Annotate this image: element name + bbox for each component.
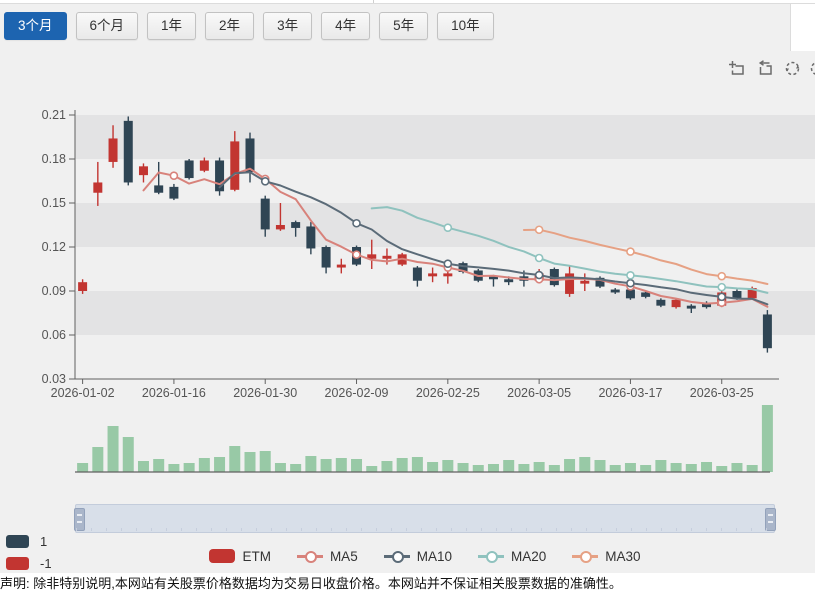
range-button-3个月[interactable]: 3个月 xyxy=(4,12,67,40)
volume-bars xyxy=(75,405,773,473)
legend-label: MA30 xyxy=(605,548,641,564)
range-button-10年[interactable]: 10年 xyxy=(437,12,494,40)
ma-line-MA30 xyxy=(522,225,769,285)
signal-swatch xyxy=(6,535,29,548)
x-axis-label: 2026-01-02 xyxy=(51,386,115,400)
chart-toolbox xyxy=(728,60,801,77)
range-button-6个月[interactable]: 6个月 xyxy=(75,12,139,40)
x-axis-label: 2026-02-09 xyxy=(325,386,389,400)
range-button-3年[interactable]: 3年 xyxy=(263,12,313,40)
top-right-panel xyxy=(790,4,815,51)
range-button-5年[interactable]: 5年 xyxy=(379,12,429,40)
y-axis-label: 0.09 xyxy=(42,284,66,298)
restore-icon[interactable] xyxy=(784,60,801,77)
legend-swatch xyxy=(209,549,236,563)
background-bands xyxy=(75,115,815,335)
legend-line-marker xyxy=(296,549,323,563)
signal-legend: 1 -1 xyxy=(6,534,52,578)
legend-label: MA10 xyxy=(416,548,452,564)
y-axis-label: 0.18 xyxy=(42,152,66,166)
time-range-buttons: 3个月 6个月 1年 2年 3年 4年 5年 10年 xyxy=(4,12,494,40)
clipped-tool-icon[interactable] xyxy=(809,60,815,77)
legend-line-marker xyxy=(477,549,504,563)
signal-label: 1 xyxy=(40,534,48,549)
legend-label: ETM xyxy=(242,548,271,564)
x-axis-label: 2026-01-16 xyxy=(142,386,206,400)
datazoom-handle-right[interactable] xyxy=(765,508,776,531)
top-divider xyxy=(373,0,374,3)
legend-line-marker xyxy=(572,549,599,563)
area-zoom-icon[interactable] xyxy=(728,60,745,77)
datazoom-slider[interactable] xyxy=(74,504,776,533)
legend-item-MA30[interactable]: MA30 xyxy=(572,548,641,564)
series-legend: ETM MA5 MA10 MA20 MA30 xyxy=(75,545,775,567)
y-axis-label: 0.03 xyxy=(42,372,66,386)
ma-line-MA20 xyxy=(370,206,769,294)
legend-item-MA20[interactable]: MA20 xyxy=(477,548,547,564)
candles xyxy=(78,116,772,353)
legend-item-MA5[interactable]: MA5 xyxy=(296,548,358,564)
signal-label: -1 xyxy=(40,556,52,571)
range-button-4年[interactable]: 4年 xyxy=(321,12,371,40)
datazoom-handle-left[interactable] xyxy=(74,508,85,531)
range-button-2年[interactable]: 2年 xyxy=(205,12,255,40)
x-axis-label: 2026-02-25 xyxy=(416,386,480,400)
x-axis-label: 2026-03-17 xyxy=(598,386,662,400)
ma-line-MA10 xyxy=(218,171,769,306)
x-axis-label: 2026-01-30 xyxy=(233,386,297,400)
top-border xyxy=(0,0,815,4)
signal-legend-item--1[interactable]: -1 xyxy=(6,556,52,571)
signal-legend-item-1[interactable]: 1 xyxy=(6,534,52,549)
legend-label: MA5 xyxy=(329,548,358,564)
legend-item-ETM[interactable]: ETM xyxy=(209,549,271,564)
y-axis-label: 0.15 xyxy=(42,196,66,210)
disclaimer-text: 声明: 除非特别说明,本网站有关股票价格数据均为交易日收盘价格。本网站并不保证相… xyxy=(0,574,815,595)
y-axis-label: 0.06 xyxy=(42,328,66,342)
x-axis-label: 2026-03-05 xyxy=(507,386,571,400)
y-axis-label: 0.12 xyxy=(42,240,66,254)
range-button-1年[interactable]: 1年 xyxy=(147,12,197,40)
signal-swatch xyxy=(6,557,29,570)
legend-line-marker xyxy=(383,549,410,563)
zoom-reset-icon[interactable] xyxy=(756,60,773,77)
legend-item-MA10[interactable]: MA10 xyxy=(383,548,452,564)
legend-label: MA20 xyxy=(510,548,547,564)
y-axis-label: 0.21 xyxy=(42,108,66,122)
x-axis-label: 2026-03-25 xyxy=(690,386,754,400)
